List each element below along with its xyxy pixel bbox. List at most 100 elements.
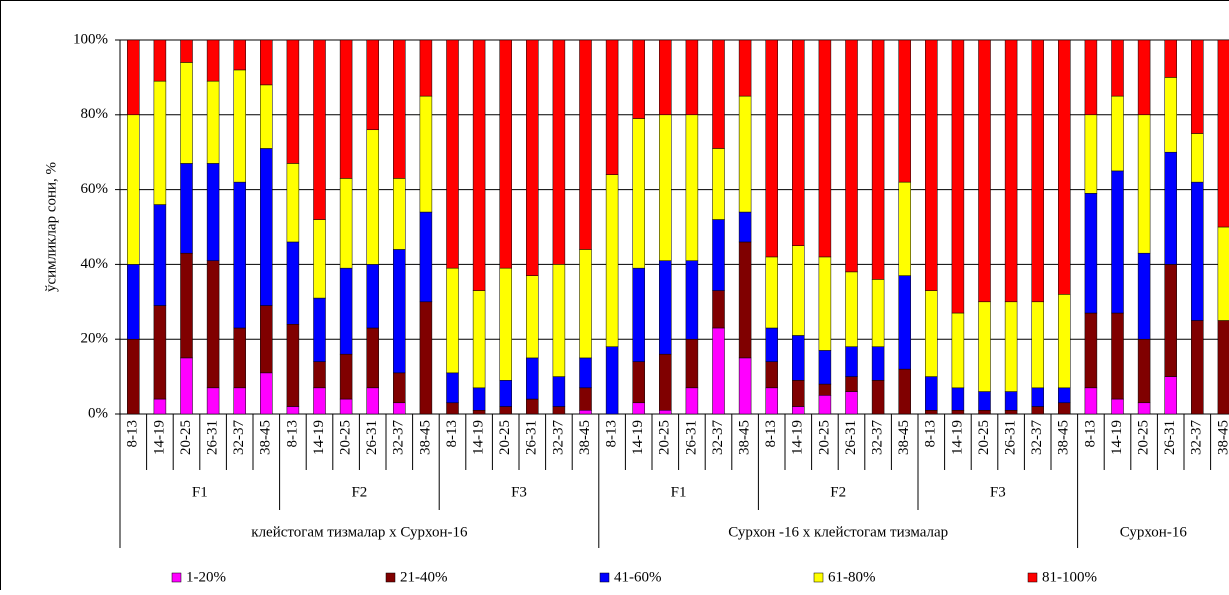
bar-segment bbox=[766, 40, 778, 257]
x-tick-label: 8-13 bbox=[125, 420, 141, 448]
bar-segment bbox=[367, 130, 379, 265]
y-tick-label: 80% bbox=[81, 106, 109, 122]
bar-segment bbox=[1032, 302, 1044, 388]
bar-segment bbox=[580, 249, 592, 357]
subgroup-label: F1 bbox=[671, 484, 687, 500]
bar-segment bbox=[1085, 115, 1097, 194]
x-tick-label: 14-19 bbox=[630, 420, 646, 455]
bar-segment bbox=[447, 40, 459, 268]
bar-segment bbox=[314, 40, 326, 220]
bar-segment bbox=[234, 40, 246, 70]
bar-segment bbox=[872, 380, 884, 414]
bar-segment bbox=[181, 358, 193, 414]
bar-segment bbox=[633, 403, 645, 414]
x-tick-label: 20-25 bbox=[338, 420, 354, 455]
bar-segment bbox=[1085, 388, 1097, 414]
bar-segment bbox=[792, 246, 804, 336]
subgroup-label: F1 bbox=[192, 484, 208, 500]
x-tick-label: 14-19 bbox=[1109, 420, 1125, 455]
x-tick-label: 26-31 bbox=[205, 420, 221, 455]
bar-segment bbox=[686, 115, 698, 261]
bar-segment bbox=[314, 220, 326, 299]
legend-label: 81-100% bbox=[1042, 569, 1097, 585]
bar-segment bbox=[420, 96, 432, 212]
x-tick-label: 26-31 bbox=[364, 420, 380, 455]
bar-segment bbox=[154, 205, 166, 306]
bar-segment bbox=[154, 399, 166, 414]
bar-segment bbox=[420, 212, 432, 302]
bar-segment bbox=[234, 182, 246, 328]
bar-segment bbox=[1112, 96, 1124, 171]
bar-segment bbox=[925, 410, 937, 414]
bar-segment bbox=[367, 328, 379, 388]
bar-segment bbox=[181, 163, 193, 253]
x-tick-label: 26-31 bbox=[843, 420, 859, 455]
bar-segment bbox=[633, 40, 645, 119]
bar-segment bbox=[287, 242, 299, 324]
legend-swatch bbox=[172, 573, 181, 582]
bar-segment bbox=[260, 85, 272, 149]
bar-segment bbox=[367, 388, 379, 414]
x-tick-label: 26-31 bbox=[1162, 420, 1178, 455]
bar-segment bbox=[1032, 388, 1044, 407]
y-tick-label: 40% bbox=[81, 256, 109, 272]
bar-segment bbox=[1191, 40, 1203, 134]
x-tick-label: 20-25 bbox=[1136, 420, 1152, 455]
x-tick-label: 8-13 bbox=[1082, 420, 1098, 448]
bar-segment bbox=[473, 410, 485, 414]
bar-segment bbox=[393, 40, 405, 178]
bar-segment bbox=[633, 119, 645, 269]
bar-segment bbox=[393, 403, 405, 414]
bar-segment bbox=[1138, 339, 1150, 403]
bar-segment bbox=[500, 380, 512, 406]
bar-segment bbox=[925, 40, 937, 291]
bar-segment bbox=[127, 115, 139, 265]
x-tick-label: 26-31 bbox=[683, 420, 699, 455]
bar-segment bbox=[1165, 264, 1177, 376]
bar-segment bbox=[553, 40, 565, 264]
legend-swatch bbox=[600, 573, 609, 582]
bar-segment bbox=[526, 358, 538, 399]
x-tick-label: 38-45 bbox=[1215, 420, 1229, 455]
bar-segment bbox=[420, 302, 432, 414]
subgroup-label: F2 bbox=[830, 484, 846, 500]
bar-segment bbox=[260, 148, 272, 305]
x-tick-label: 14-19 bbox=[471, 420, 487, 455]
x-tick-label: 38-45 bbox=[1056, 420, 1072, 455]
y-tick-label: 0% bbox=[88, 405, 108, 421]
bar-segment bbox=[447, 373, 459, 403]
x-tick-label: 32-37 bbox=[870, 420, 886, 455]
bar-segment bbox=[979, 410, 991, 414]
bar-segment bbox=[1218, 227, 1229, 321]
bar-segment bbox=[1085, 40, 1097, 115]
legend-label: 41-60% bbox=[614, 569, 662, 585]
bar-segment bbox=[207, 81, 219, 163]
bar-segment bbox=[234, 70, 246, 182]
x-tick-label: 38-45 bbox=[258, 420, 274, 455]
bar-segment bbox=[526, 399, 538, 414]
bar-segment bbox=[447, 403, 459, 414]
bar-segment bbox=[500, 40, 512, 268]
bar-segment bbox=[659, 115, 671, 261]
x-tick-label: 8-13 bbox=[763, 420, 779, 448]
bar-segment bbox=[340, 354, 352, 399]
bar-segment bbox=[314, 298, 326, 362]
group-label: Сурхон-16 bbox=[1120, 524, 1188, 540]
bar-segment bbox=[1112, 313, 1124, 399]
bar-segment bbox=[340, 40, 352, 178]
bar-segment bbox=[127, 40, 139, 115]
bar-segment bbox=[659, 261, 671, 355]
bar-segment bbox=[819, 384, 831, 395]
bar-segment bbox=[633, 362, 645, 403]
bar-segment bbox=[1191, 134, 1203, 183]
bar-segment bbox=[952, 313, 964, 388]
bar-segment bbox=[526, 276, 538, 358]
x-tick-label: 14-19 bbox=[949, 420, 965, 455]
bar-segment bbox=[633, 268, 645, 362]
bar-segment bbox=[1005, 392, 1017, 411]
x-tick-label: 8-13 bbox=[284, 420, 300, 448]
bar-segment bbox=[1005, 302, 1017, 392]
bar-segment bbox=[207, 388, 219, 414]
legend-label: 1-20% bbox=[186, 569, 226, 585]
